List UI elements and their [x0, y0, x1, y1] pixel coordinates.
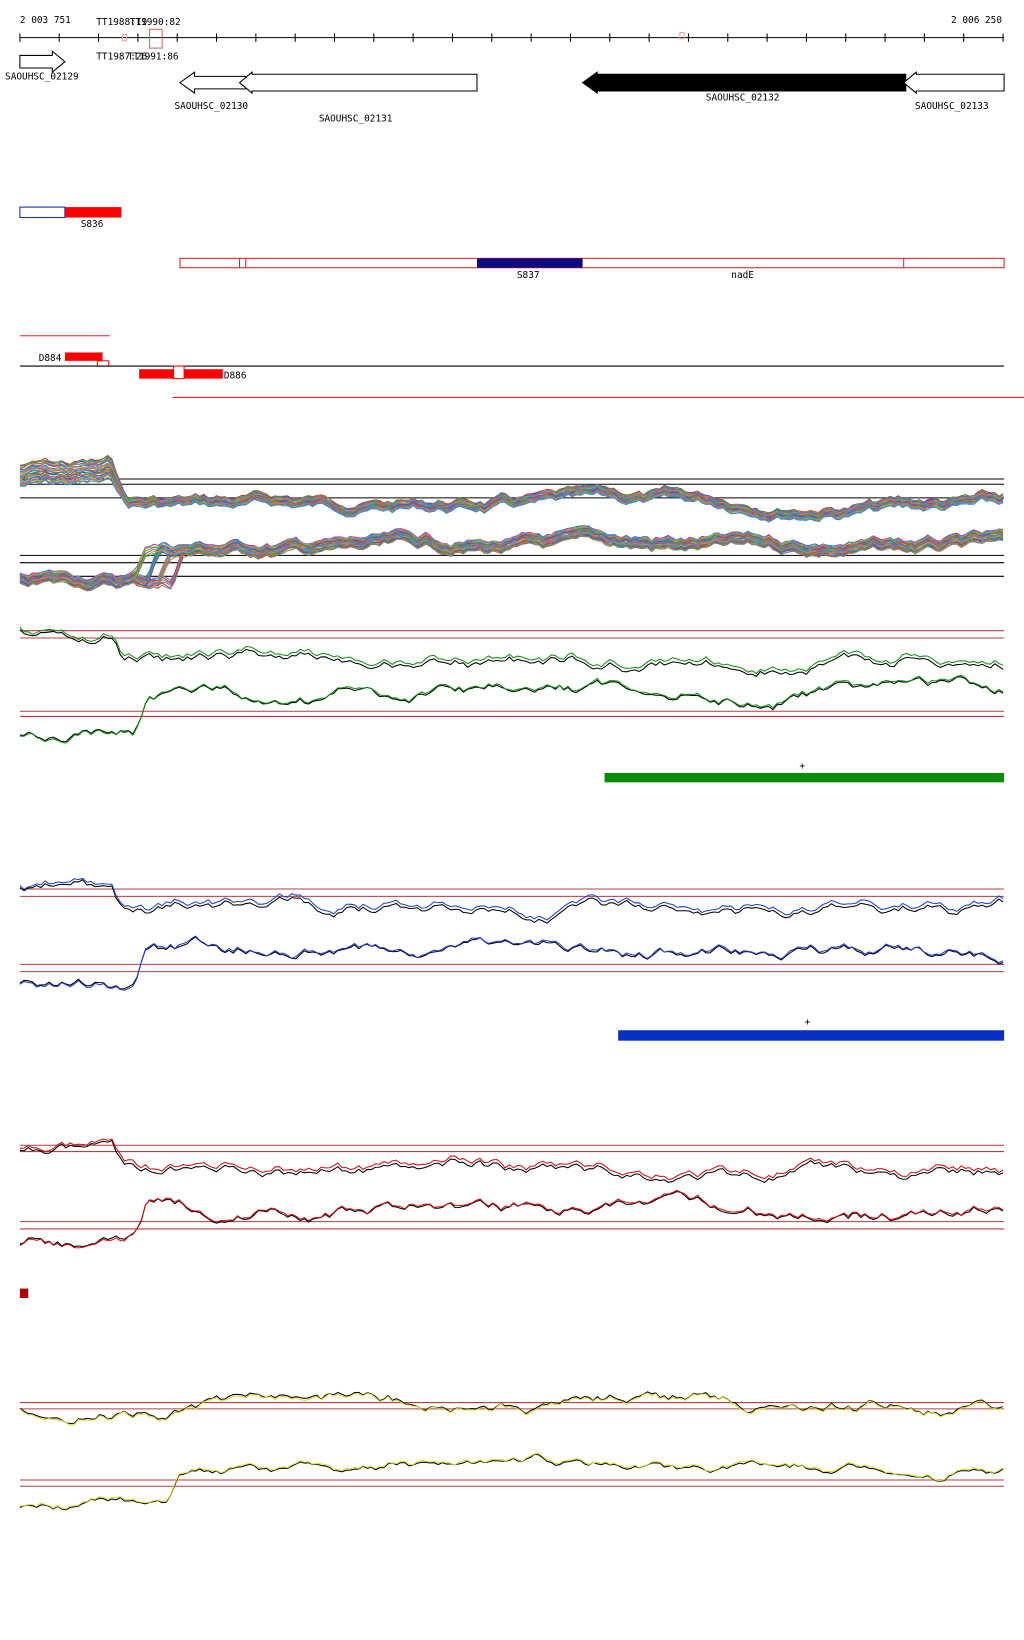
signal-line — [19, 1391, 1004, 1425]
region-bar — [618, 1030, 1005, 1041]
gene-arrow — [238, 71, 478, 95]
signal-line — [19, 626, 1004, 675]
region-bar — [604, 772, 1005, 783]
signal-line — [19, 1139, 1004, 1184]
signal-line — [19, 629, 1004, 678]
signal-line — [19, 676, 1004, 743]
segment — [179, 257, 1005, 269]
tss-box — [121, 33, 128, 42]
domain — [96, 360, 110, 367]
signal-line — [19, 463, 1004, 518]
signal-line — [19, 877, 1004, 921]
signal-line — [19, 936, 1004, 990]
gene-label: SAOUHSC_02132 — [706, 92, 780, 103]
signal-line — [19, 879, 1004, 924]
tss-box — [149, 28, 163, 49]
segment-label: S837 — [517, 270, 540, 281]
strand-marker: + — [799, 761, 805, 772]
tss-box — [679, 31, 685, 40]
segment — [476, 258, 583, 268]
strand-marker: + — [805, 1017, 811, 1028]
segment-label: S836 — [81, 219, 104, 230]
signal-line — [19, 532, 1004, 590]
signal-line — [19, 674, 1004, 744]
segment — [64, 207, 122, 218]
gene-label: SAOUHSC_02133 — [915, 101, 989, 112]
gene-label: SAOUHSC_02131 — [319, 113, 393, 124]
tss-label: TT1988:19 — [96, 17, 147, 28]
tss-label: TT1991:86 — [128, 52, 179, 63]
domain-label: D884 — [39, 353, 62, 364]
segment — [19, 206, 66, 219]
signal-line — [19, 1189, 1004, 1249]
gene-label: SAOUHSC_02130 — [174, 101, 248, 112]
ruler-end: 2 006 250 — [951, 15, 1002, 26]
domain-label: D886 — [224, 371, 247, 382]
gene-arrow — [902, 71, 1005, 95]
gene-name: nadE — [731, 270, 754, 281]
ruler-ticks — [19, 33, 1004, 42]
signal-tracks — [19, 454, 1005, 1511]
signal-line — [19, 1452, 1004, 1510]
tss-label: TT1987:26 — [96, 52, 147, 63]
gene-arrow — [581, 71, 907, 95]
gene-label: SAOUHSC_02129 — [5, 71, 79, 82]
signal-line — [19, 1190, 1004, 1248]
signal-line — [19, 1392, 1004, 1426]
gene-arrow — [179, 71, 247, 95]
tss-label: TT1990:82 — [130, 17, 181, 28]
signal-line — [19, 535, 1004, 592]
signal-line — [19, 477, 1004, 523]
domain — [173, 365, 185, 380]
signal-line — [19, 1453, 1004, 1511]
signal-line — [19, 1138, 1004, 1181]
ruler-start: 2 003 751 — [20, 15, 71, 26]
gene-arrow — [19, 50, 66, 74]
region-mark — [19, 1288, 29, 1298]
domain — [64, 352, 103, 361]
signal-line — [19, 935, 1004, 991]
